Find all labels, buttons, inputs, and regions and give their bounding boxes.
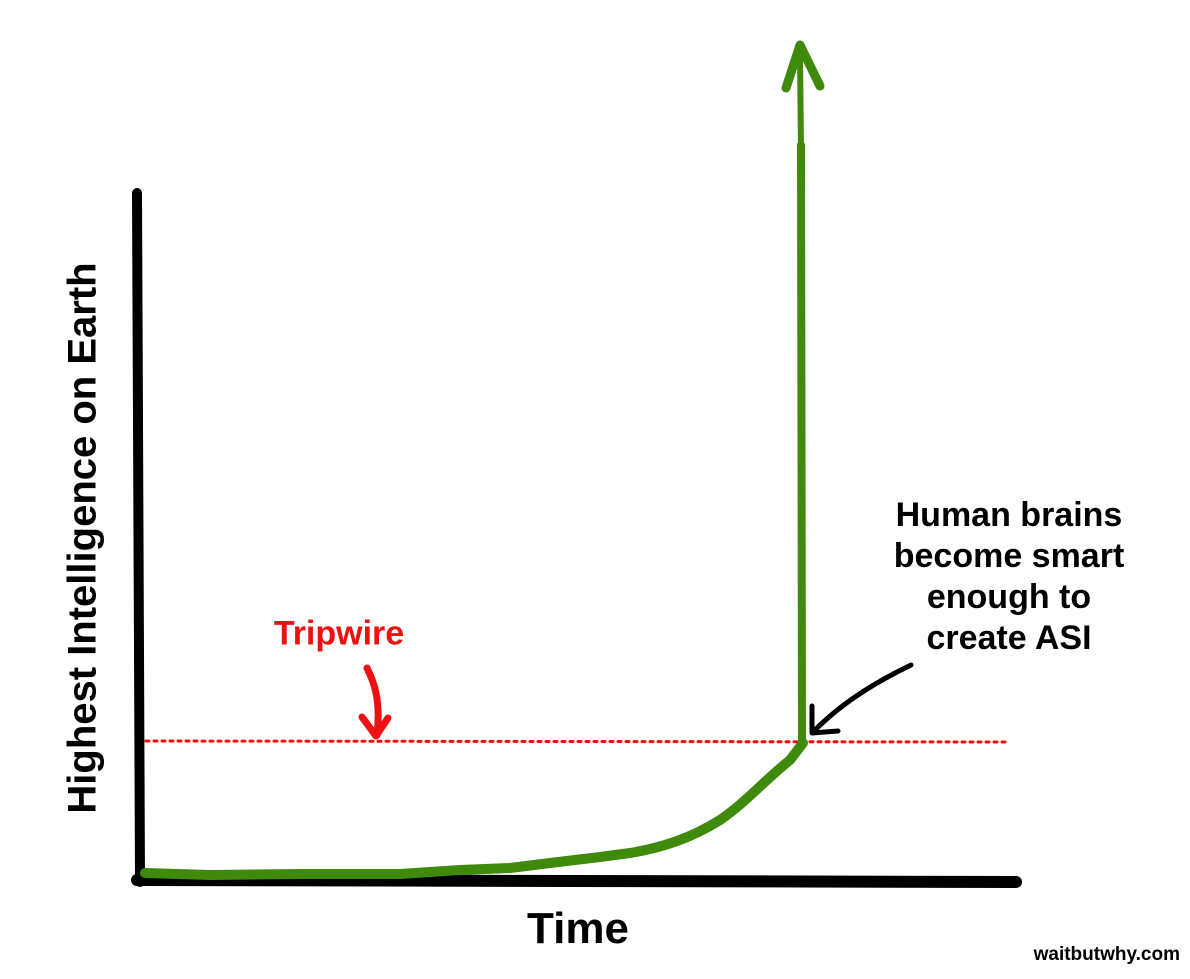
annotation-arrow-head bbox=[809, 703, 841, 736]
tripwire-arrow-shaft bbox=[363, 664, 382, 739]
x-axis-label: Time bbox=[527, 904, 629, 953]
annotation-line: create ASI bbox=[926, 619, 1092, 657]
intelligence-curve bbox=[140, 738, 808, 880]
annotation-arrow-shaft bbox=[812, 662, 914, 733]
tripwire-label: Tripwire bbox=[273, 614, 405, 653]
intelligence-spike bbox=[797, 141, 806, 746]
intelligence-arrow-head bbox=[781, 40, 825, 93]
y-axis bbox=[132, 188, 145, 887]
y-axis-label: Highest Intelligence on Earth bbox=[60, 262, 105, 814]
x-axis bbox=[131, 874, 1022, 888]
annotation-line: Human brains bbox=[895, 496, 1123, 534]
annotation-line: become smart bbox=[893, 537, 1125, 575]
watermark[interactable]: waitbutwhy.com bbox=[1033, 944, 1180, 965]
annotation-text: Human brains become smart enough to crea… bbox=[894, 495, 1125, 659]
intelligence-spike-upper bbox=[797, 52, 804, 153]
tripwire-arrow-head bbox=[358, 713, 392, 740]
annotation-line: enough to bbox=[926, 578, 1092, 616]
tripwire-line bbox=[144, 739, 1008, 744]
